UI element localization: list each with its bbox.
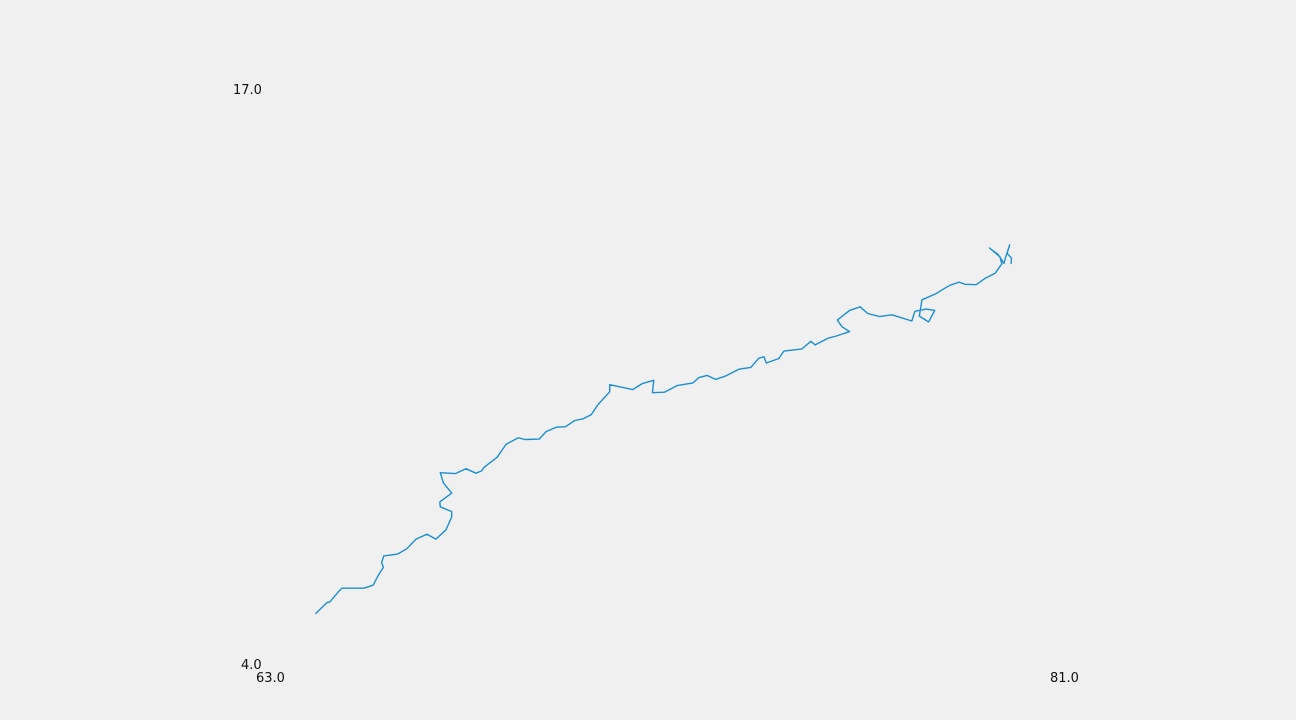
y-axis-min-label: 4.0 [241, 658, 262, 673]
y-axis-max-label: 17.0 [233, 83, 262, 98]
route-line [315, 244, 1013, 615]
x-axis-max-label: 81.0 [1050, 671, 1079, 686]
x-axis-min-label: 63.0 [256, 671, 285, 686]
